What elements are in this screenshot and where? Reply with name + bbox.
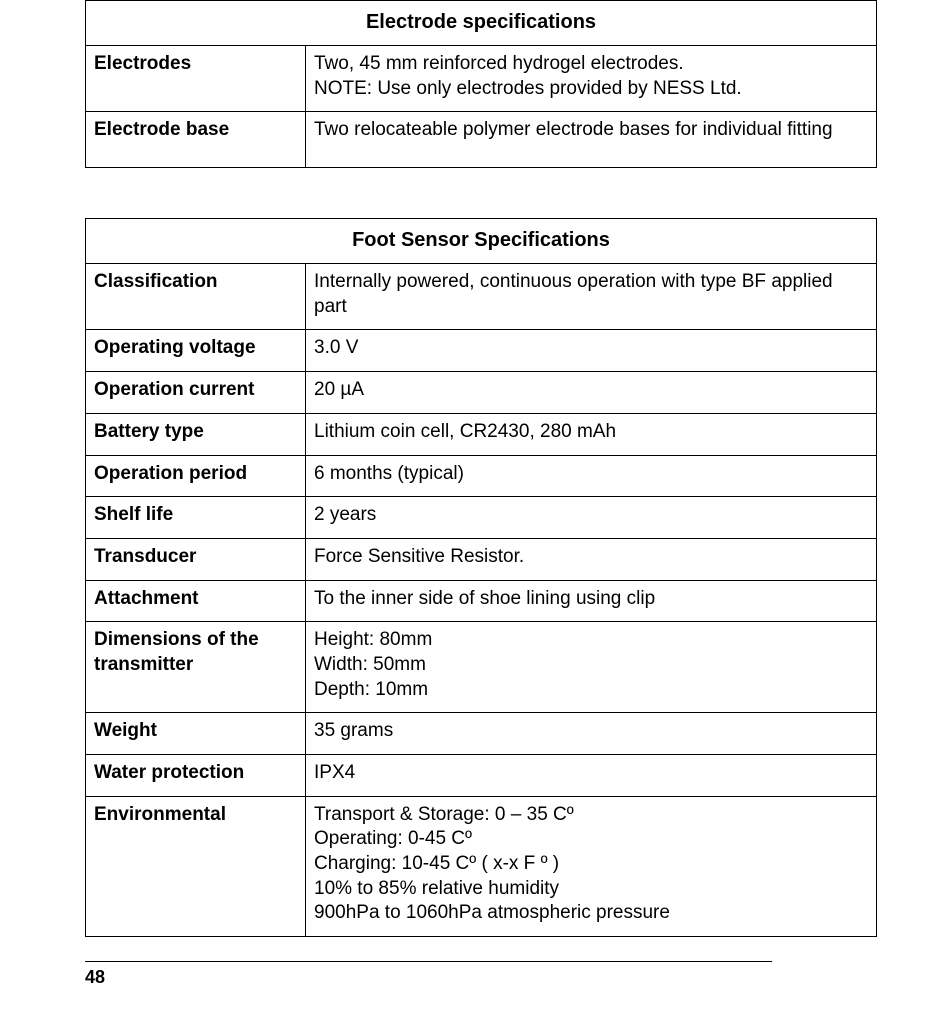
row-value: 3.0 V — [306, 330, 877, 372]
row-label: Transducer — [86, 538, 306, 580]
page-number: 48 — [85, 967, 105, 988]
table-header-row: Electrode specifications — [86, 1, 877, 46]
table-row: Operation current 20 µA — [86, 372, 877, 414]
table-gap — [85, 168, 877, 218]
row-value: 6 months (typical) — [306, 455, 877, 497]
table-row: Water protection IPX4 — [86, 755, 877, 797]
table-row: Electrodes Two, 45 mm reinforced hydroge… — [86, 46, 877, 112]
row-value: 35 grams — [306, 713, 877, 755]
row-label: Dimensions of the transmitter — [86, 622, 306, 713]
row-label: Classification — [86, 264, 306, 330]
row-label: Battery type — [86, 413, 306, 455]
row-label: Attachment — [86, 580, 306, 622]
row-label: Water protection — [86, 755, 306, 797]
row-value: Two, 45 mm reinforced hydrogel electrode… — [306, 46, 877, 112]
row-label: Electrodes — [86, 46, 306, 112]
table-row: Weight 35 grams — [86, 713, 877, 755]
row-value: IPX4 — [306, 755, 877, 797]
row-label: Environmental — [86, 796, 306, 936]
row-value: 2 years — [306, 497, 877, 539]
table-row: Transducer Force Sensitive Resistor. — [86, 538, 877, 580]
row-label: Weight — [86, 713, 306, 755]
row-label: Operation period — [86, 455, 306, 497]
table-row: Electrode base Two relocateable polymer … — [86, 112, 877, 168]
row-value: Transport & Storage: 0 – 35 Cº Operating… — [306, 796, 877, 936]
foot-sensor-table-title: Foot Sensor Specifications — [86, 219, 877, 264]
table-row: Attachment To the inner side of shoe lin… — [86, 580, 877, 622]
table-row: Environmental Transport & Storage: 0 – 3… — [86, 796, 877, 936]
table-row: Shelf life 2 years — [86, 497, 877, 539]
row-value: To the inner side of shoe lining using c… — [306, 580, 877, 622]
table-row: Dimensions of the transmitter Height: 80… — [86, 622, 877, 713]
footer-rule — [85, 961, 772, 962]
row-value: 20 µA — [306, 372, 877, 414]
row-label: Operation current — [86, 372, 306, 414]
row-value: Height: 80mm Width: 50mm Depth: 10mm — [306, 622, 877, 713]
table-row: Battery type Lithium coin cell, CR2430, … — [86, 413, 877, 455]
row-value: Two relocateable polymer electrode bases… — [306, 112, 877, 168]
table-row: Operation period 6 months (typical) — [86, 455, 877, 497]
row-value: Force Sensitive Resistor. — [306, 538, 877, 580]
table-row: Classification Internally powered, conti… — [86, 264, 877, 330]
electrode-table-title: Electrode specifications — [86, 1, 877, 46]
row-label: Operating voltage — [86, 330, 306, 372]
foot-sensor-spec-table: Foot Sensor Specifications Classificatio… — [85, 218, 877, 937]
row-value: Lithium coin cell, CR2430, 280 mAh — [306, 413, 877, 455]
table-row: Operating voltage 3.0 V — [86, 330, 877, 372]
row-value: Internally powered, continuous operation… — [306, 264, 877, 330]
electrode-spec-table: Electrode specifications Electrodes Two,… — [85, 0, 877, 168]
row-label: Shelf life — [86, 497, 306, 539]
page: Electrode specifications Electrodes Two,… — [0, 0, 947, 1010]
row-label: Electrode base — [86, 112, 306, 168]
table-header-row: Foot Sensor Specifications — [86, 219, 877, 264]
